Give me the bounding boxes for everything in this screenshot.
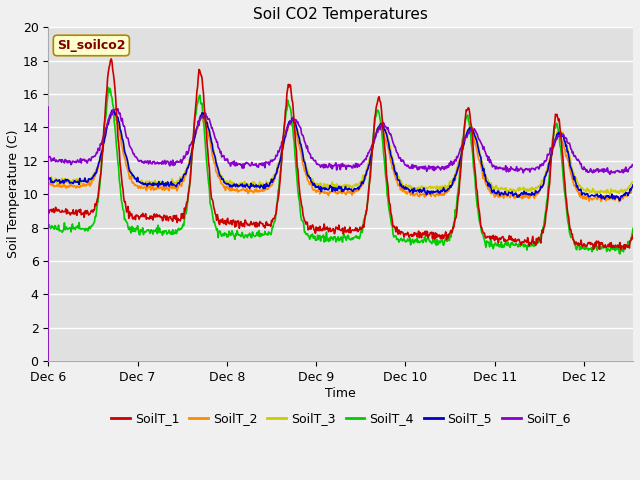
Y-axis label: Soil Temperature (C): Soil Temperature (C) [7,130,20,258]
Text: SI_soilco2: SI_soilco2 [57,39,125,52]
Legend: SoilT_1, SoilT_2, SoilT_3, SoilT_4, SoilT_5, SoilT_6: SoilT_1, SoilT_2, SoilT_3, SoilT_4, Soil… [106,408,575,431]
Title: Soil CO2 Temperatures: Soil CO2 Temperatures [253,7,428,22]
X-axis label: Time: Time [325,386,356,399]
